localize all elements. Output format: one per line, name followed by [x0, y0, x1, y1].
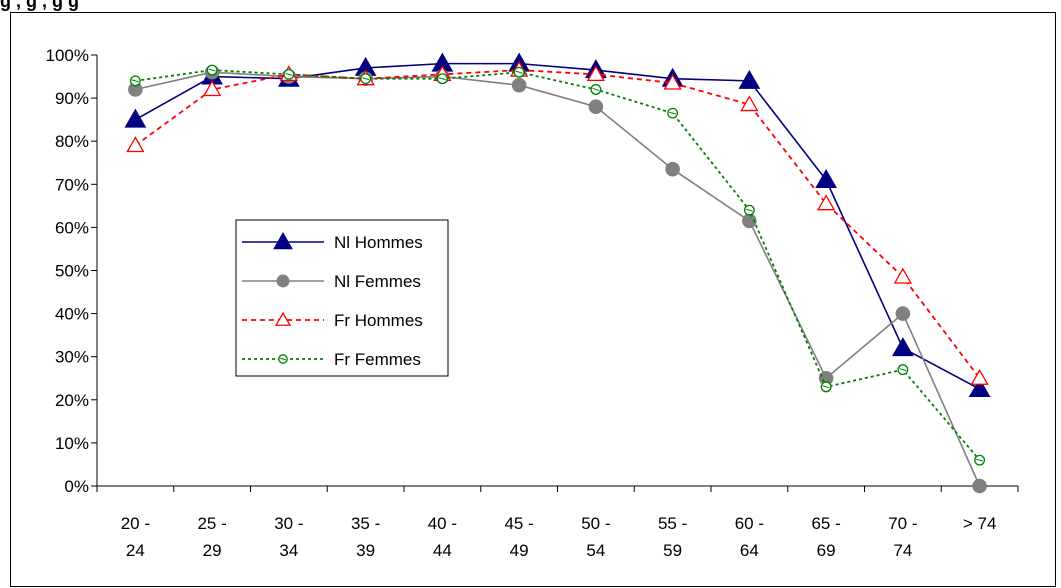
data-point — [273, 231, 293, 250]
x-tick-label: 74 — [893, 541, 912, 560]
legend-label: Fr Hommes — [334, 311, 423, 330]
y-tick-label: 10% — [55, 434, 89, 453]
legend-label: Fr Femmes — [334, 350, 421, 369]
y-tick-label: 100% — [46, 46, 89, 65]
series-fr-femmes — [129, 64, 986, 466]
data-point — [968, 378, 991, 398]
y-tick-label: 20% — [55, 391, 89, 410]
data-point — [126, 136, 145, 153]
data-point — [892, 337, 914, 357]
data-point — [511, 77, 527, 93]
data-point-inner — [745, 208, 753, 212]
series-line — [134, 69, 981, 379]
page-title: g , g , g g — [0, 0, 79, 11]
data-point-inner — [208, 68, 216, 72]
data-point — [124, 108, 147, 128]
x-tick-label: 60 - — [735, 514, 764, 533]
data-point — [663, 73, 682, 90]
data-point-inner — [515, 70, 523, 74]
data-point-inner — [279, 357, 287, 361]
x-tick-label: 65 - — [811, 514, 840, 533]
data-point — [893, 267, 912, 284]
x-tick-label: 40 - — [428, 514, 457, 533]
x-tick-label: 44 — [433, 541, 452, 560]
data-point — [588, 99, 604, 115]
x-tick-label: 50 - — [581, 514, 610, 533]
data-point — [815, 168, 837, 188]
x-tick-label: 34 — [279, 541, 298, 560]
x-tick-label: > 74 — [963, 514, 997, 533]
data-point — [817, 194, 836, 211]
legend-box — [235, 219, 449, 377]
y-tick-label: 80% — [55, 132, 89, 151]
data-point — [586, 65, 605, 82]
data-point — [665, 161, 680, 177]
y-tick-label: 0% — [64, 477, 89, 496]
data-point-inner — [131, 79, 139, 83]
data-point — [972, 478, 987, 494]
x-tick-label: 24 — [126, 541, 145, 560]
x-tick-label: 69 — [817, 541, 836, 560]
series-line — [134, 62, 981, 390]
data-point — [895, 306, 911, 321]
y-tick-label: 40% — [55, 305, 89, 324]
x-tick-label: 39 — [356, 541, 375, 560]
y-tick-label: 90% — [55, 89, 89, 108]
y-tick-label: 60% — [55, 218, 89, 237]
series-line — [135, 71, 981, 487]
x-tick-label: 35 - — [351, 514, 380, 533]
data-point-inner — [976, 458, 984, 462]
x-tick-label: 25 - — [197, 514, 226, 533]
x-tick-label: 64 — [740, 541, 759, 560]
x-tick-label: 54 — [586, 541, 605, 560]
x-tick-label: 30 - — [274, 514, 303, 533]
x-tick-label: 70 - — [888, 514, 917, 533]
chart-area — [10, 12, 1056, 587]
data-point-inner — [899, 368, 907, 372]
data-point-inner — [669, 111, 677, 115]
x-tick-label: 49 — [510, 541, 529, 560]
data-point-inner — [285, 72, 293, 76]
y-tick-label: 70% — [55, 175, 89, 194]
data-point — [274, 311, 292, 326]
data-point — [203, 80, 222, 97]
data-point-inner — [362, 77, 370, 81]
data-point-inner — [438, 77, 446, 81]
y-tick-label: 30% — [55, 348, 89, 367]
legend-label: Nl Femmes — [334, 272, 421, 291]
x-tick-label: 59 — [663, 541, 682, 560]
y-tick-label: 50% — [55, 262, 89, 281]
x-tick-label: 45 - — [504, 514, 533, 533]
data-point-inner — [822, 385, 830, 389]
legend-label: Nl Hommes — [334, 233, 423, 252]
x-tick-label: 29 — [203, 541, 222, 560]
data-point — [970, 368, 989, 385]
x-tick-label: 20 - — [121, 514, 150, 533]
data-point-inner — [592, 88, 600, 91]
x-tick-label: 55 - — [658, 514, 687, 533]
data-point — [738, 69, 761, 89]
data-point — [276, 274, 290, 288]
data-point — [740, 95, 759, 112]
